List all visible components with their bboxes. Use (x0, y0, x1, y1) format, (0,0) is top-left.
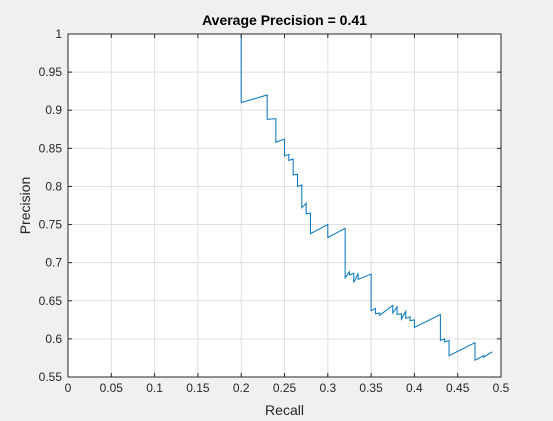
x-tick-label: 0.05 (100, 381, 124, 395)
x-axis-label: Recall (265, 402, 304, 418)
y-tick-label: 0.85 (39, 141, 63, 155)
y-tick-label: 0.6 (45, 332, 62, 346)
y-tick-label: 0.75 (39, 218, 63, 232)
x-tick-label: 0.5 (493, 381, 510, 395)
chart-title: Average Precision = 0.41 (202, 12, 367, 28)
x-tick-label: 0.25 (273, 381, 297, 395)
y-tick-label: 0.9 (45, 103, 62, 117)
y-tick-label: 1 (55, 27, 62, 41)
y-tick-label: 0.7 (45, 256, 62, 270)
y-tick-label: 0.55 (39, 370, 63, 384)
x-axis-ticks: 0 0.05 0.1 0.15 0.2 0.25 0.3 0.35 0.4 0.45 0.5 (65, 34, 510, 395)
y-tick-label: 0.8 (45, 179, 62, 193)
precision-recall-line (68, 33, 493, 362)
x-tick-label: 0.35 (359, 381, 383, 395)
x-tick-label: 0.45 (446, 381, 470, 395)
y-axis-ticks: 0.55 0.6 0.65 0.7 0.75 0.8 0.85 0.9 0.95 1 (39, 27, 501, 384)
x-tick-label: 0.4 (406, 381, 423, 395)
x-tick-label: 0.1 (146, 381, 163, 395)
y-axis-label: Precision (17, 177, 33, 235)
x-tick-label: 0 (65, 381, 72, 395)
x-tick-label: 0.15 (186, 381, 210, 395)
x-tick-label: 0.2 (233, 381, 250, 395)
plot-area (68, 33, 493, 362)
x-tick-label: 0.3 (319, 381, 336, 395)
y-tick-label: 0.95 (39, 65, 63, 79)
y-tick-label: 0.65 (39, 294, 63, 308)
